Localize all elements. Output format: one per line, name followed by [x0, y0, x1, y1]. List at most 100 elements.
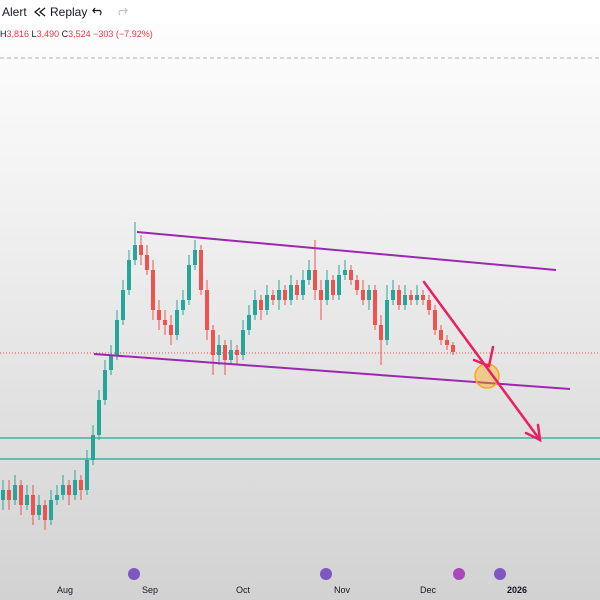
candle-body [217, 345, 221, 355]
candle-body [13, 485, 17, 500]
candle-body [37, 505, 41, 515]
candle-body [79, 480, 83, 490]
x-tick-label: Dec [420, 585, 437, 595]
x-tick-label: Aug [57, 585, 73, 595]
candle-body [139, 245, 143, 255]
candle-body [277, 290, 281, 300]
candle-body [1, 490, 5, 500]
candle-body [85, 460, 89, 490]
candle-body [295, 285, 299, 295]
candle-body [247, 315, 251, 330]
candle-body [283, 290, 287, 300]
candle-body [451, 345, 455, 352]
candle-body [55, 495, 59, 500]
candle-body [301, 280, 305, 295]
candle-body [289, 285, 293, 300]
candle-body [241, 330, 245, 355]
candle-body [439, 330, 443, 340]
candle-body [421, 295, 425, 300]
candle-body [199, 250, 203, 290]
candle-body [19, 485, 23, 505]
candle-body [331, 280, 335, 295]
candle-body [415, 295, 419, 300]
candle-body [61, 485, 65, 495]
candle-body [379, 325, 383, 340]
candle-body [325, 280, 329, 300]
ohlc-key: L [31, 29, 37, 39]
candle-body [355, 280, 359, 290]
candle-body [133, 245, 137, 260]
candle-body [265, 295, 269, 310]
candle-body [337, 275, 341, 295]
x-tick-label: Nov [334, 585, 351, 595]
candle-body [367, 290, 371, 300]
toolbar: Alert Replay [0, 0, 600, 24]
x-tick-label: 2026 [507, 585, 527, 595]
candle-body [193, 250, 197, 265]
candle-body [151, 270, 155, 310]
redo-button[interactable] [116, 6, 128, 16]
replay-button[interactable]: Replay [50, 5, 88, 19]
candle-body [403, 295, 407, 305]
candle-body [343, 270, 347, 275]
candle-body [373, 290, 377, 325]
event-icons [128, 568, 506, 580]
candle-body [211, 330, 215, 355]
ohlc-value: 3,816 [6, 29, 30, 39]
candle-body [97, 400, 101, 435]
candle-body [145, 255, 149, 270]
ohlc-key: C [61, 29, 69, 39]
candle-body [49, 500, 53, 520]
candle-body [205, 290, 209, 330]
candle-body [43, 505, 47, 520]
candles [1, 222, 455, 530]
candle-body [253, 300, 257, 315]
candle-body [313, 270, 317, 290]
candle-body [91, 435, 95, 460]
candle-body [271, 295, 275, 300]
candle-body [445, 340, 449, 345]
candle-body [385, 300, 389, 340]
candle-body [235, 350, 239, 355]
alert-button[interactable]: Alert [2, 5, 27, 19]
candle-body [229, 350, 233, 360]
candle-body [7, 490, 11, 500]
x-axis: Aug Sep Oct Nov Dec 2026 [57, 585, 527, 595]
candle-body [409, 295, 413, 300]
channel-line [93, 353, 571, 390]
forecast-arrow [422, 280, 542, 443]
candle-body [349, 270, 353, 280]
candle-body [427, 300, 431, 310]
candle-body [25, 495, 29, 505]
ohlc-value: 3,490 [36, 29, 60, 39]
replay-icon [34, 7, 46, 17]
ohlc-key: H [0, 29, 7, 39]
candle-body [67, 485, 71, 495]
candle-body [157, 310, 161, 320]
candle-body [169, 325, 173, 335]
candle-body [127, 260, 131, 290]
candle-body [361, 290, 365, 300]
x-tick-label: Sep [142, 585, 158, 595]
ohlc-legend: H3,816 L3,490 C3,524 −303 (−7.92%) [0, 29, 153, 39]
candle-body [175, 310, 179, 335]
candle-body [163, 320, 167, 325]
ohlc-value: 3,524 [68, 29, 91, 39]
candle-body [223, 345, 227, 360]
candle-body [121, 290, 125, 320]
candle-body [259, 300, 263, 310]
candle-body [73, 480, 77, 495]
ohlc-change: −303 (−7.92%) [93, 29, 153, 39]
candle-body [433, 310, 437, 330]
candle-body [319, 290, 323, 300]
channel-line [136, 231, 557, 271]
undo-button[interactable] [92, 6, 104, 16]
candle-body [307, 270, 311, 280]
candle-body [109, 355, 113, 370]
x-tick-label: Oct [236, 585, 251, 595]
candle-body [181, 300, 185, 310]
candle-body [31, 495, 35, 515]
candle-body [187, 265, 191, 300]
